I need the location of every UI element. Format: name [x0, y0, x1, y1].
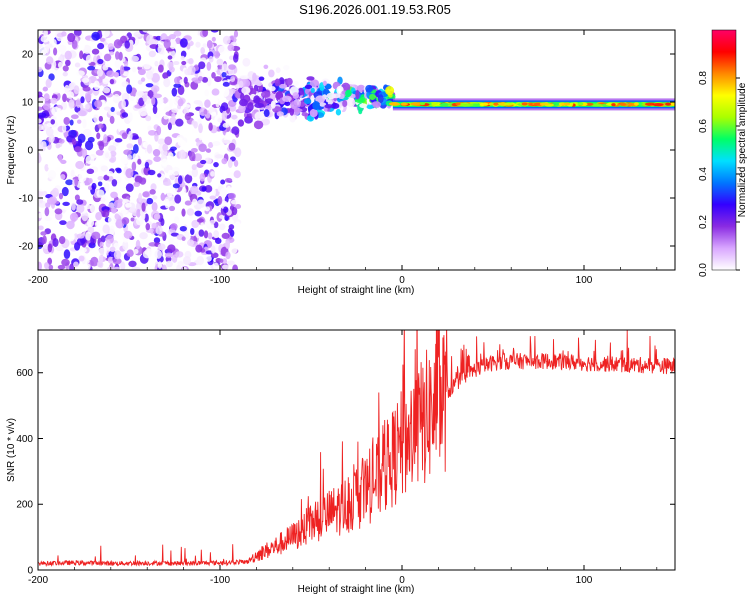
spectrogram-x-axis-label: Height of straight line (km): [298, 285, 415, 296]
snr-x-axis-label: Height of straight line (km): [298, 584, 415, 595]
colorbar-tick-label: 0.6: [698, 119, 709, 133]
spectrogram-y-tick-label: -10: [19, 194, 34, 205]
colorbar: 0.0 0.2 0.4 0.6 0.8 Normalized spectral ampl…: [698, 29, 748, 277]
colorbar-scale: [711, 29, 737, 271]
snr-plot-area: [38, 330, 675, 570]
spectrogram-y-tick-label: 20: [22, 50, 34, 61]
snr-x-tick-label: -200: [28, 575, 48, 586]
snr-y-tick-label: 0: [27, 566, 33, 577]
spectrogram-y-tick-label: -20: [19, 242, 34, 253]
snr-frame: [37, 329, 676, 571]
snr-x-tick-label: 100: [576, 575, 593, 586]
spectrogram-y-tick-label: 10: [22, 98, 34, 109]
colorbar-label: Normalized spectral amplitude: [737, 82, 748, 217]
spectrogram-image: [38, 30, 675, 270]
snr-y-tick-label: 600: [16, 368, 33, 379]
snr-y-tick-label: 200: [16, 500, 33, 511]
snr-series-line: [38, 330, 675, 568]
spectrogram-y-axis-label: Frequency (Hz): [6, 116, 17, 185]
colorbar-tick-label: 0.8: [698, 71, 709, 85]
snr-y-axis-label: SNR (10 * v/v): [6, 418, 17, 482]
colorbar-tick-label: 0.4: [698, 167, 709, 181]
colorbar-tick-label: 0.2: [698, 215, 709, 229]
spectrogram-x-tick-label: 0: [399, 275, 405, 286]
chart-title: S196.2026.001.19.53.R05: [299, 2, 451, 17]
snr-panel: -200 -100 0 100 0 200 400 600 Height of straigh…: [6, 329, 676, 595]
colorbar-tick-label: 0.0: [698, 263, 709, 277]
snr-y-tick-label: 400: [16, 434, 33, 445]
spectrogram-y-tick-label: 0: [27, 146, 33, 157]
spectrogram-x-tick-label: 100: [576, 275, 593, 286]
snr-x-tick-label: 0: [399, 575, 405, 586]
snr-x-tick-label: -100: [210, 575, 230, 586]
spectrogram-x-tick-label: -200: [28, 275, 48, 286]
spectrogram-x-tick-label: -100: [210, 275, 230, 286]
